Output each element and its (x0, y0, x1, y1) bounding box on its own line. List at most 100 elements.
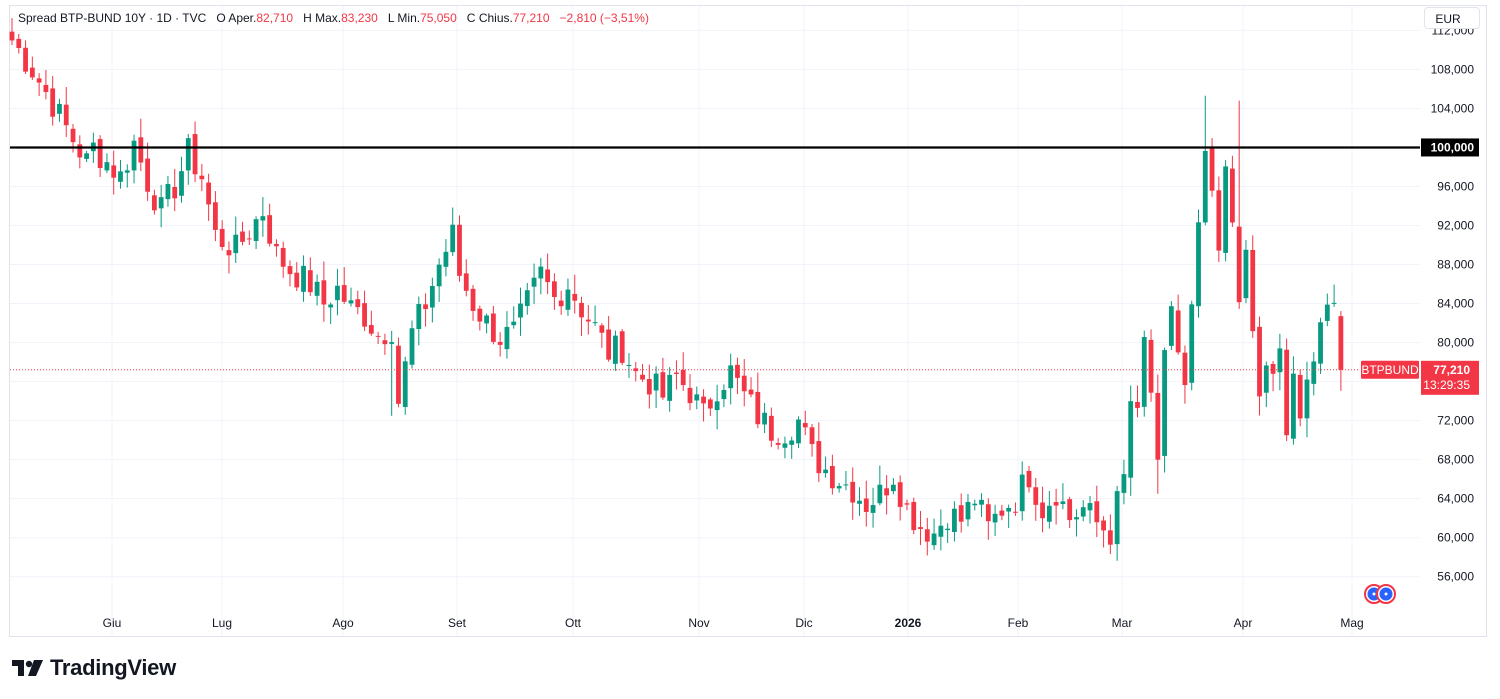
candle-body (816, 441, 822, 474)
legend-low-value: 75,050 (420, 11, 457, 25)
candle-body (423, 304, 428, 310)
hline-price-label: 100,000 (1431, 140, 1475, 154)
y-tick-label: 104,000 (1431, 101, 1475, 115)
y-tick-label: 60,000 (1437, 531, 1474, 545)
candle-body (267, 215, 273, 244)
candle-body (158, 197, 164, 209)
candle-body (396, 345, 401, 404)
candle-body (911, 501, 917, 531)
candle-body (511, 321, 517, 326)
candle-body (897, 482, 903, 507)
candle-body (789, 440, 795, 445)
candle-body (728, 365, 734, 389)
candle-body (687, 387, 693, 404)
candle-body (714, 401, 720, 411)
candle-body (355, 299, 361, 308)
candle-body (23, 47, 28, 72)
candle-body (1297, 374, 1303, 419)
x-tick-label: Mar (1112, 616, 1133, 630)
candle-body (626, 365, 632, 367)
candle-body (531, 277, 537, 287)
candle-body (599, 325, 605, 333)
candle-body (823, 469, 828, 474)
candle-body (972, 503, 978, 506)
candle-body (1114, 491, 1120, 545)
candle-body (1148, 339, 1154, 393)
candle-body (863, 498, 869, 512)
legend-open-label: O (216, 11, 226, 25)
x-tick-label: Mag (1340, 616, 1363, 630)
candle-body (335, 285, 340, 301)
y-tick-label: 84,000 (1437, 297, 1474, 311)
candle-body (240, 231, 245, 242)
symbol-tag: BTPBUND (1361, 363, 1419, 377)
candle-body (1040, 502, 1045, 519)
candle-body (484, 315, 489, 324)
candle-body (1230, 168, 1235, 223)
x-tick-label: Ago (332, 616, 354, 630)
candle-body (145, 158, 150, 192)
candle-body (409, 328, 415, 365)
candle-body (199, 175, 205, 180)
legend-low-text: Min. (397, 11, 421, 25)
tradingview-brand[interactable]: TradingView (12, 655, 176, 681)
candle-body (775, 442, 781, 445)
y-tick-label: 72,000 (1437, 414, 1474, 428)
candle-body (36, 78, 42, 83)
candle-body (443, 251, 449, 267)
candle-body (301, 265, 306, 292)
candle-body (1033, 487, 1039, 505)
candle-body (992, 513, 998, 523)
candle-body (246, 238, 252, 240)
candle-body (1189, 304, 1195, 383)
candle-body (1135, 402, 1140, 408)
candle-body (565, 289, 571, 310)
candle-body (633, 368, 639, 372)
symbol-tag-bg (1361, 360, 1419, 379)
chart-frame[interactable] (9, 5, 1487, 637)
candle-body (796, 419, 801, 444)
candle-body (1182, 352, 1188, 386)
candle-body (1223, 166, 1229, 253)
candle-body (226, 250, 232, 256)
candle-body (274, 243, 279, 247)
candle-body (375, 335, 381, 337)
candle-body (131, 140, 137, 171)
candle-body (1243, 249, 1249, 299)
brand-name: TradingView (50, 655, 176, 680)
candle-body (1216, 190, 1222, 251)
candle-body (721, 389, 727, 400)
x-tick-label: Nov (688, 616, 709, 630)
last-price-label-bg (1421, 360, 1479, 395)
candle-body (877, 484, 883, 504)
y-tick-label: 68,000 (1437, 453, 1474, 467)
event-marker-icon[interactable] (1376, 584, 1396, 604)
candle-body (402, 361, 408, 407)
candle-body (29, 67, 35, 78)
candle-body (219, 228, 225, 247)
candle-body (924, 529, 930, 542)
y-tick-label: 96,000 (1437, 179, 1474, 193)
candle-body (111, 165, 117, 178)
legend-open-text: Aper. (228, 11, 257, 25)
currency-selector[interactable]: EUR (1424, 7, 1480, 29)
candle-body (341, 285, 347, 302)
candle-body (1101, 520, 1106, 531)
candle-body (504, 326, 510, 350)
y-tick-label: 64,000 (1437, 492, 1474, 506)
candle-body (1168, 306, 1174, 346)
candle-body (579, 302, 584, 318)
candle-body (904, 503, 910, 505)
candle-body (192, 134, 198, 175)
legend-high-value: 83,230 (341, 11, 378, 25)
x-tick-label: Apr (1234, 616, 1253, 630)
candle-body (463, 273, 469, 291)
candle-body (1311, 361, 1317, 384)
candle-body (558, 300, 564, 307)
candle-body (1202, 150, 1208, 223)
candle-body (50, 88, 56, 117)
candle-body (660, 372, 666, 398)
legend-symbol[interactable]: Spread BTP-BUND 10Y · 1D · TVC (18, 11, 207, 25)
candle-body (1155, 392, 1161, 460)
